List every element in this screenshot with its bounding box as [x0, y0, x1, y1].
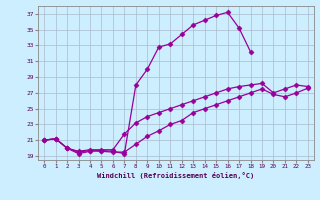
X-axis label: Windchill (Refroidissement éolien,°C): Windchill (Refroidissement éolien,°C) [97, 172, 255, 179]
